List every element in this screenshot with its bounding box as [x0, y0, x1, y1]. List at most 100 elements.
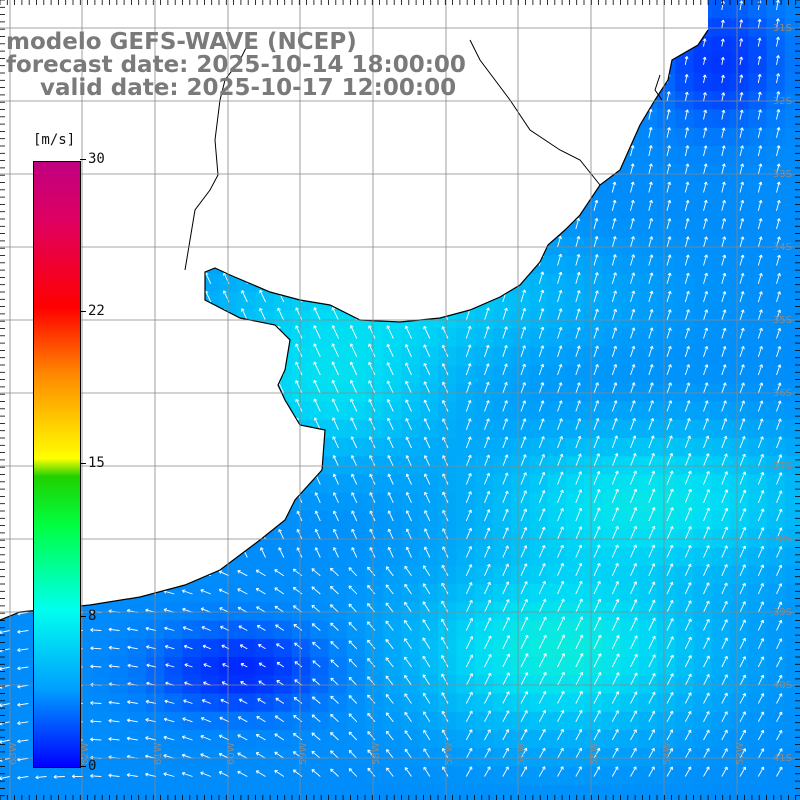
speed-cell [766, 620, 786, 640]
speed-cell [711, 620, 731, 640]
speed-cell [638, 730, 658, 749]
speed-cell [657, 584, 676, 603]
speed-cell [693, 620, 713, 640]
speed-cell [711, 0, 731, 19]
speed-cell [730, 693, 749, 713]
speed-cell [766, 346, 786, 366]
speed-cell [638, 693, 658, 713]
speed-cell [711, 401, 731, 421]
speed-cell [675, 219, 695, 238]
speed-cell [638, 711, 658, 731]
speed-cell [675, 565, 695, 585]
speed-cell [456, 365, 476, 384]
speed-cell [748, 584, 768, 603]
speed-cell [638, 419, 658, 439]
speed-cell [365, 784, 384, 800]
speed-cell [474, 438, 494, 457]
speed-cell [730, 419, 749, 439]
speed-cell [547, 711, 567, 731]
valid-date: valid date: 2025-10-17 12:00:00 [40, 75, 457, 101]
speed-cell [748, 182, 768, 202]
speed-cell [784, 200, 800, 220]
speed-cell [511, 547, 530, 567]
speed-cell [711, 365, 731, 384]
speed-cell [474, 693, 494, 713]
speed-cell [675, 419, 695, 439]
speed-cell [584, 273, 603, 293]
speed-cell [730, 219, 749, 238]
speed-cell [675, 292, 695, 311]
speed-cell [638, 346, 658, 366]
speed-cell [638, 584, 658, 603]
lon-label: 59W [298, 742, 309, 765]
speed-cell [547, 547, 567, 567]
speed-cell [693, 273, 713, 293]
speed-cell [766, 73, 786, 92]
lat-label: 37S [773, 461, 792, 472]
speed-cell [748, 784, 768, 800]
speed-cell [602, 492, 622, 512]
speed-cell [127, 711, 147, 731]
speed-cell [511, 511, 530, 530]
speed-cell [602, 438, 622, 457]
speed-cell [620, 255, 640, 275]
speed-cell [730, 638, 749, 658]
speed-cell [748, 146, 768, 165]
speed-cell [602, 620, 622, 640]
speed-cell [784, 219, 800, 238]
speed-cell [657, 766, 676, 786]
speed-cell [711, 474, 731, 494]
speed-cell [584, 620, 603, 640]
speed-cell [657, 146, 676, 165]
speed-cell [565, 693, 585, 713]
speed-cell [693, 474, 713, 494]
speed-cell [784, 0, 800, 19]
speed-cell [492, 730, 512, 749]
lat-label: 35S [773, 315, 792, 326]
speed-cell [657, 438, 676, 457]
speed-cell [547, 328, 567, 348]
speed-cell [657, 492, 676, 512]
speed-cell [675, 346, 695, 366]
speed-cell [638, 219, 658, 238]
speed-cell [638, 273, 658, 293]
forecast-date: forecast date: 2025-10-14 18:00:00 [6, 52, 466, 78]
speed-cell [492, 346, 512, 366]
speed-cell [456, 328, 476, 348]
speed-cell [511, 328, 530, 348]
speed-cell [638, 474, 658, 494]
speed-cell [748, 109, 768, 129]
speed-cell [657, 693, 676, 713]
model-title: modelo GEFS-WAVE (NCEP) [6, 29, 357, 55]
speed-cell [620, 784, 640, 800]
speed-cell [565, 474, 585, 494]
lat-label: 39S [773, 607, 792, 618]
speed-cell [730, 511, 749, 530]
speed-cell [219, 784, 238, 800]
speed-cell [638, 127, 658, 147]
speed-cell [730, 620, 749, 640]
speed-cell [18, 620, 38, 640]
speed-cell [91, 638, 111, 658]
speed-cell [748, 365, 768, 384]
speed-cell [730, 766, 749, 786]
speed-cell [474, 365, 494, 384]
speed-cell [620, 200, 640, 220]
speed-cell [584, 419, 603, 439]
speed-cell [273, 784, 293, 800]
speed-cell [36, 784, 56, 800]
speed-cell [565, 711, 585, 731]
lon-label: 61W [153, 742, 164, 765]
speed-cell [675, 146, 695, 165]
speed-cell [693, 730, 713, 749]
speed-cell [784, 109, 800, 129]
speed-cell [492, 547, 512, 567]
speed-cell [766, 273, 786, 293]
speed-cell [693, 73, 713, 92]
speed-cell [675, 711, 695, 731]
speed-cell [620, 328, 640, 348]
speed-cell [748, 328, 768, 348]
speed-cell [784, 620, 800, 640]
lon-label: 56W [516, 742, 527, 765]
speed-cell [602, 711, 622, 731]
